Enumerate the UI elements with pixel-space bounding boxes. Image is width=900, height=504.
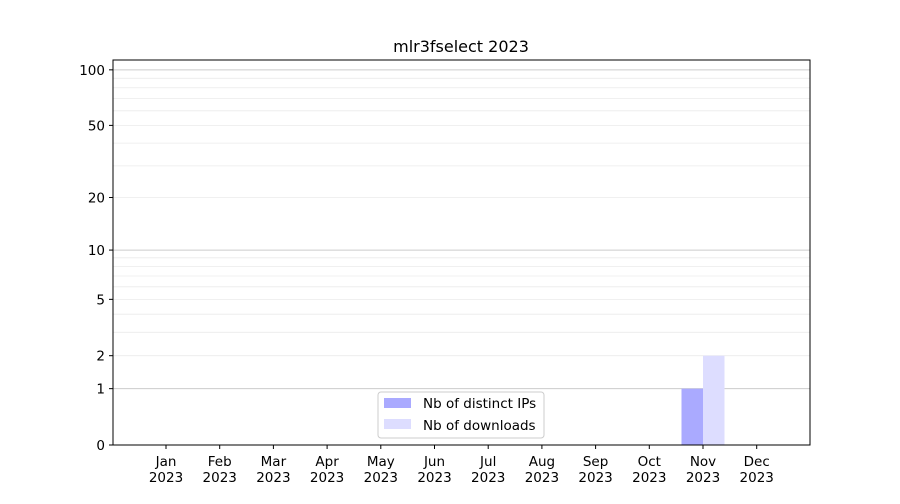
x-tick-label: 2023 [471,470,505,486]
x-tick-label: Feb [208,454,232,470]
x-tick-label: 2023 [256,470,290,486]
x-tick-label: Mar [261,454,287,470]
legend-label-downloads: Nb of downloads [423,418,536,434]
bar-downloads [703,355,725,445]
x-tick-label: Jan [155,454,177,470]
y-tick-label: 20 [88,191,105,207]
y-tick-label: 1 [96,382,105,398]
bar-distinct-ips [681,388,703,445]
x-tick-label: Sep [583,454,608,470]
x-tick-label: Nov [690,454,716,470]
plot-frame [112,59,811,446]
x-tick-label: 2023 [417,470,451,486]
x-tick-label: Oct [638,454,661,470]
x-tick-label: 2023 [525,470,559,486]
x-tick-label: 2023 [686,470,720,486]
y-tick-label: 50 [88,118,105,134]
y-tick-label: 100 [79,63,105,79]
y-tick-label: 0 [96,438,105,454]
legend-label-distinct-ips: Nb of distinct IPs [423,396,536,412]
x-tick-label: 2023 [149,470,183,486]
x-tick-label: Jun [423,454,445,470]
y-tick-label: 10 [88,243,105,259]
x-tick-label: May [367,454,395,470]
x-tick-label: Dec [744,454,770,470]
x-tick-label: 2023 [203,470,237,486]
x-tick-label: Jul [479,454,496,470]
legend-swatch-downloads [384,419,411,429]
x-tick-label: 2023 [310,470,344,486]
x-tick-label: Apr [315,454,339,470]
chart-title: mlr3fselect 2023 [393,37,529,56]
x-tick-label: 2023 [632,470,666,486]
x-tick-label: 2023 [740,470,774,486]
x-tick-label: 2023 [578,470,612,486]
legend: Nb of distinct IPs Nb of downloads [377,391,545,439]
y-tick-label: 2 [96,349,105,365]
legend-swatch-distinct-ips [384,398,411,408]
y-tick-label: 5 [96,292,105,308]
legend-box [377,391,545,439]
x-tick-label: Aug [529,454,555,470]
x-tick-label: 2023 [364,470,398,486]
